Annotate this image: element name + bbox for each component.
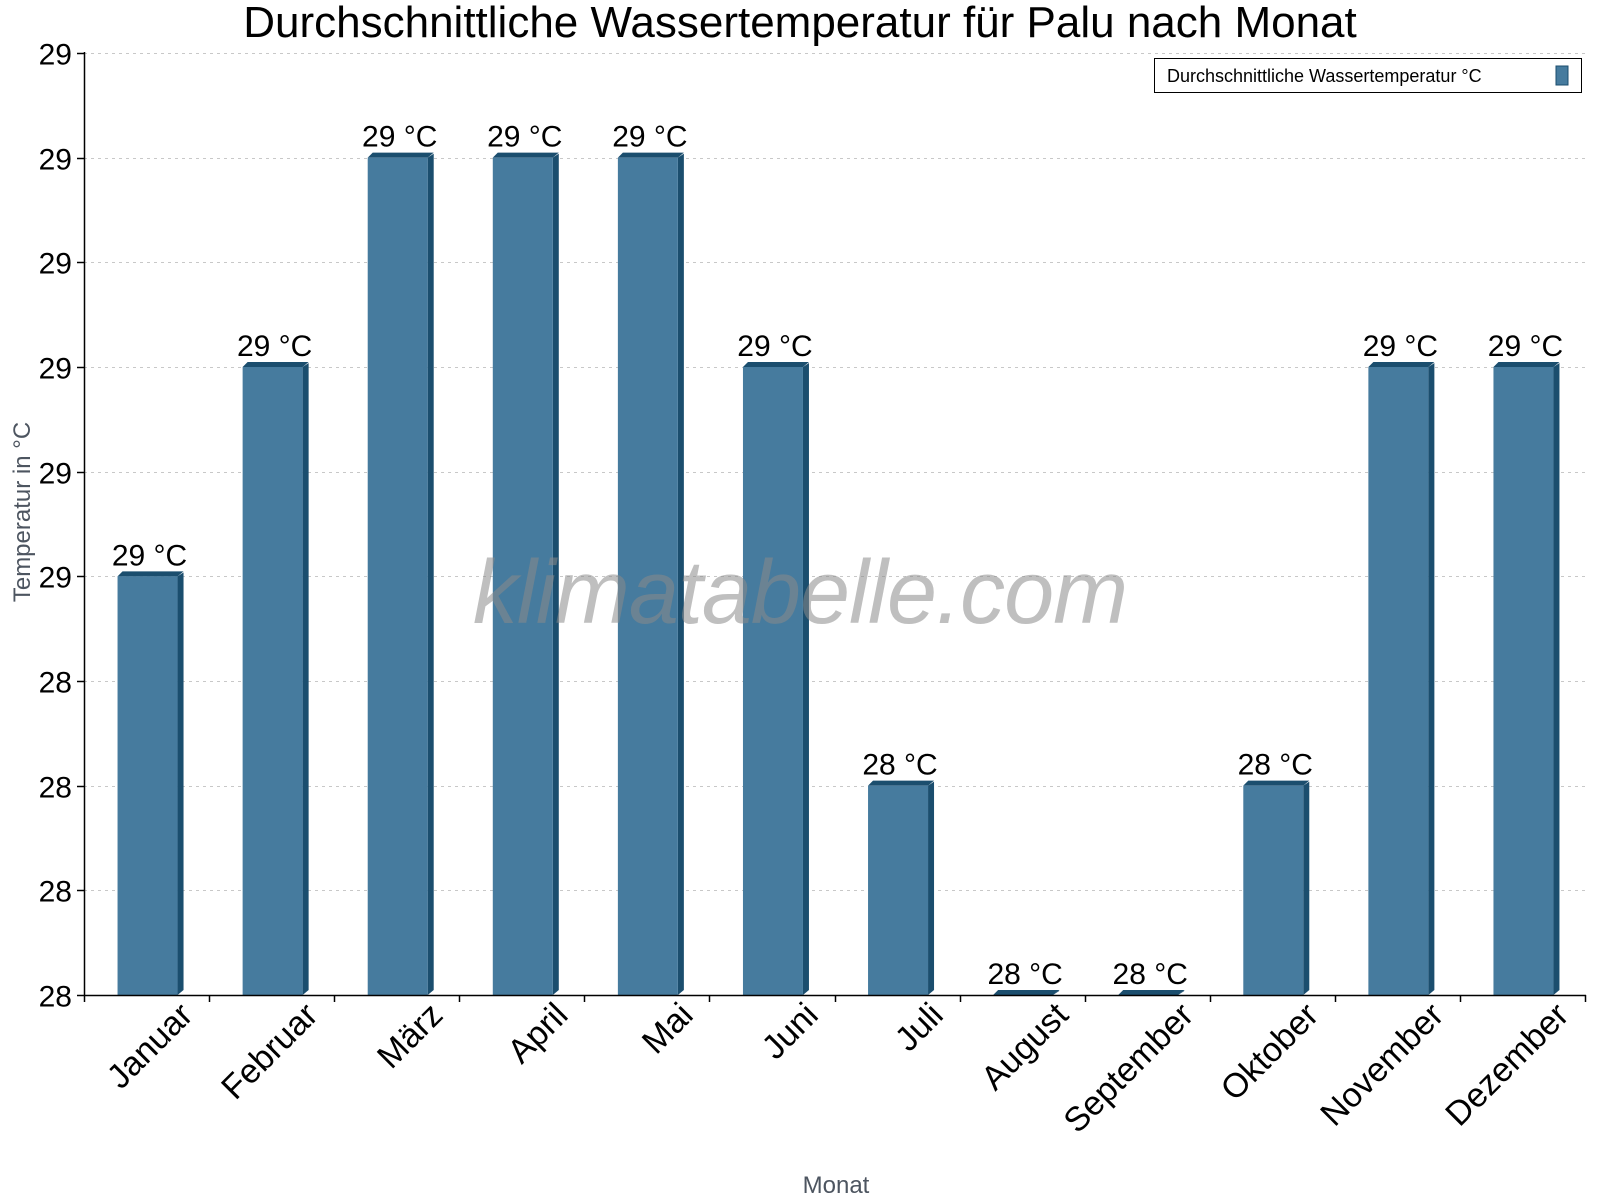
data-labels: 29 °C 29 °C 29 °C 29 °C 29 °C 29 °C 28 °C 28 °C… — [112, 121, 1563, 991]
data-label: 28 °C — [987, 958, 1062, 991]
y-tick-label: 29 — [39, 39, 72, 72]
bar-front — [1368, 367, 1429, 995]
legend-box — [1154, 58, 1582, 93]
bar-top — [742, 362, 809, 367]
watermark: klimatabelle.com — [473, 543, 1127, 643]
bar-front — [1243, 785, 1304, 995]
data-label: 28 °C — [862, 749, 937, 782]
bar-side — [1428, 363, 1435, 995]
y-tick-label: 28 — [39, 876, 72, 909]
axes — [83, 52, 1586, 997]
data-label: 29 °C — [612, 121, 687, 154]
x-tick-label: März — [370, 996, 450, 1076]
bar-side — [177, 572, 184, 995]
y-tick-label: 29 — [39, 248, 72, 281]
data-label: 28 °C — [1113, 958, 1188, 991]
bar — [742, 362, 809, 995]
y-tick-label: 29 — [39, 458, 72, 491]
bar — [1243, 780, 1310, 995]
x-tick-label: Mai — [635, 996, 701, 1062]
x-tick-label: April — [500, 996, 575, 1071]
y-axis-ticks: 28 28 28 28 29 29 29 29 29 29 — [39, 39, 84, 1014]
data-label: 29 °C — [487, 121, 562, 154]
x-tick-label: Januar — [100, 996, 200, 1096]
bar — [492, 152, 559, 995]
bar-front — [617, 157, 678, 995]
bar-side — [302, 363, 309, 995]
bar-side — [802, 363, 809, 995]
bar-side — [1553, 363, 1560, 995]
bar-front — [242, 367, 303, 995]
x-tick-label: Juni — [755, 996, 826, 1067]
bar — [367, 152, 434, 995]
x-axis-title: Monat — [803, 1172, 870, 1199]
bar-side — [928, 781, 935, 995]
bar-front — [1493, 367, 1554, 995]
bar — [1493, 362, 1560, 995]
bar-top — [117, 571, 184, 577]
data-label: 28 °C — [1238, 749, 1313, 782]
bar-top — [367, 152, 434, 158]
chart-title: Durchschnittliche Wassertemperatur für P… — [243, 0, 1357, 47]
x-tick-label: Februar — [214, 996, 325, 1107]
bar — [117, 571, 184, 995]
bar-top — [1368, 362, 1435, 367]
bar-top — [617, 152, 684, 158]
data-label: 29 °C — [737, 330, 812, 363]
bar-front — [117, 576, 178, 995]
bar-side — [1303, 781, 1310, 995]
bar — [868, 780, 935, 995]
bar-top — [492, 152, 559, 158]
data-label: 29 °C — [362, 121, 437, 154]
bar-side — [427, 153, 434, 995]
bar-top — [242, 362, 309, 367]
bars — [117, 152, 1560, 995]
x-tick-label: November — [1313, 996, 1451, 1134]
y-tick-label: 28 — [39, 667, 72, 700]
y-tick-label: 28 — [39, 772, 72, 805]
x-tick-label: September — [1056, 996, 1200, 1140]
bar-top — [1493, 362, 1560, 367]
y-tick-label: 29 — [39, 144, 72, 177]
y-tick-label: 29 — [39, 562, 72, 595]
legend: Durchschnittliche Wassertemperatur °C — [1154, 58, 1582, 93]
bar-top — [1118, 990, 1185, 995]
legend-label: Durchschnittliche Wassertemperatur °C — [1167, 66, 1482, 86]
x-tick-label: August — [974, 995, 1076, 1097]
bar-front — [868, 785, 929, 995]
x-tick-label: Oktober — [1214, 996, 1326, 1108]
y-axis-title: Temperatur in °C — [9, 422, 36, 602]
bar — [1118, 990, 1185, 995]
bar-side — [552, 153, 559, 995]
bar-top — [868, 780, 935, 786]
x-tick-label: Dezember — [1438, 996, 1576, 1134]
bar-side — [677, 153, 684, 995]
data-label: 29 °C — [1488, 330, 1563, 363]
bar-front — [492, 157, 553, 995]
x-axis-ticks: Januar Februar März April Mai Juni Juli AugustS… — [83, 995, 1587, 1140]
data-label: 29 °C — [112, 539, 187, 572]
bar-top — [1243, 780, 1310, 786]
legend-swatch — [1555, 65, 1569, 86]
y-tick-label: 28 — [39, 981, 72, 1014]
x-tick-label: Juli — [888, 996, 951, 1059]
data-label: 29 °C — [1363, 330, 1438, 363]
bar-front — [742, 367, 803, 995]
gridlines — [84, 53, 1585, 891]
bar — [993, 990, 1060, 995]
bar-front — [367, 157, 428, 995]
data-label: 29 °C — [237, 330, 312, 363]
bar — [242, 362, 309, 995]
bar — [1368, 362, 1435, 995]
bar-top — [993, 990, 1060, 995]
bar — [617, 152, 684, 995]
y-tick-label: 29 — [39, 353, 72, 386]
